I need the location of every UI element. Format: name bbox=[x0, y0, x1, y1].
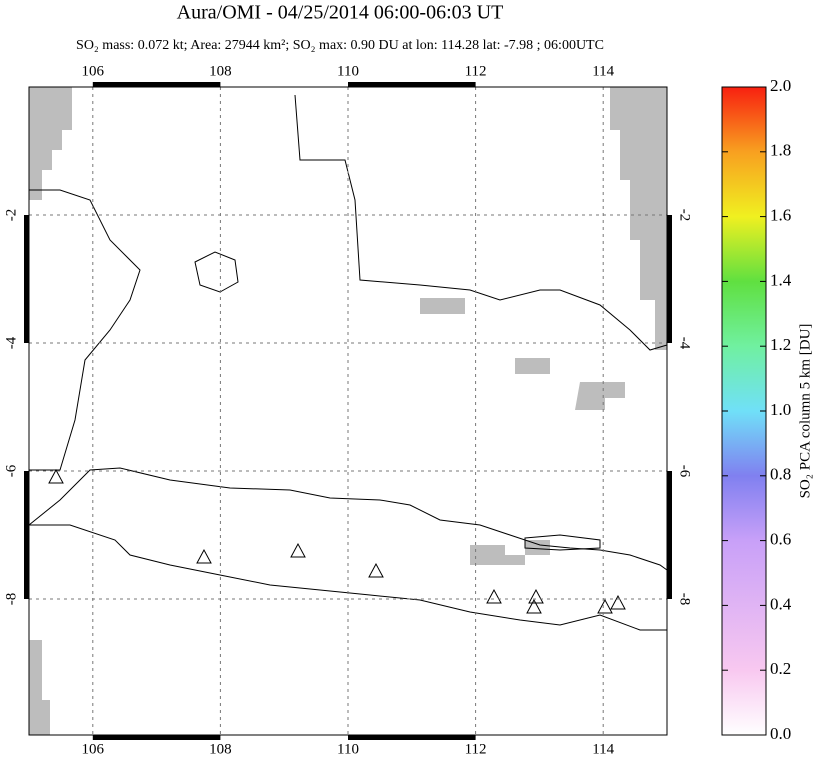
y-tick-label: -6 bbox=[677, 465, 693, 478]
colorbar-tick-label: 1.4 bbox=[770, 270, 792, 289]
frame-bar bbox=[348, 82, 476, 87]
no-data bbox=[515, 358, 550, 374]
x-tick-label: 106 bbox=[82, 63, 105, 79]
y-tick-label: -8 bbox=[3, 593, 19, 606]
coastline bbox=[294, 94, 668, 351]
coastline bbox=[194, 251, 239, 293]
x-tick-label: 112 bbox=[465, 741, 487, 757]
frame-bar bbox=[92, 735, 221, 740]
subtitle: SO₂ mass: 0.072 kt; Area: 27944 km²; SO₂… bbox=[76, 38, 604, 53]
frame-bar bbox=[92, 82, 221, 87]
frame-bar bbox=[24, 471, 29, 599]
colorbar-tick-label: 1.0 bbox=[770, 400, 791, 419]
coastline bbox=[28, 467, 668, 631]
colorbar-tick-label: 0.2 bbox=[770, 659, 791, 678]
colorbar-tick-label: 1.6 bbox=[770, 206, 791, 225]
colorbar-tick-label: 2.0 bbox=[770, 76, 791, 95]
y-tick-label: -2 bbox=[677, 209, 693, 222]
x-tick-label: 106 bbox=[82, 741, 105, 757]
y-tick-label: -8 bbox=[677, 593, 693, 606]
colorbar-tick-label: 1.2 bbox=[770, 335, 791, 354]
y-tick-label: -4 bbox=[677, 337, 693, 350]
colorbar-tick-label: 0.0 bbox=[770, 724, 791, 743]
colorbar bbox=[721, 86, 767, 736]
x-tick-label: 110 bbox=[337, 741, 359, 757]
title: Aura/OMI - 04/25/2014 06:00-06:03 UT bbox=[177, 2, 504, 24]
map bbox=[28, 86, 668, 736]
frame-bar bbox=[667, 471, 672, 599]
y-tick-label: -6 bbox=[3, 464, 19, 477]
no-data bbox=[29, 640, 50, 735]
x-tick-label: 108 bbox=[209, 63, 232, 79]
no-data bbox=[575, 382, 625, 410]
y-tick-label: -4 bbox=[3, 336, 19, 349]
volcanoes bbox=[48, 468, 626, 614]
coastline bbox=[29, 189, 141, 471]
no-data bbox=[610, 87, 667, 350]
x-tick-label: 112 bbox=[465, 63, 487, 79]
no-data bbox=[420, 298, 465, 314]
x-tick-label: 110 bbox=[337, 63, 359, 79]
colorbar-tick-label: 0.4 bbox=[770, 594, 792, 613]
coastline bbox=[524, 534, 601, 551]
colorbar-label: SO₂ PCA column 5 km [DU] bbox=[797, 324, 813, 499]
no-data bbox=[29, 87, 72, 200]
colorbar-tick-label: 0.8 bbox=[770, 465, 791, 484]
colorbar-tick-label: 0.6 bbox=[770, 530, 791, 549]
frame-bar bbox=[667, 215, 672, 343]
x-tick-label: 108 bbox=[209, 741, 232, 757]
frame-bar bbox=[348, 735, 476, 740]
y-tick-label: -2 bbox=[3, 209, 19, 222]
colorbar-tick-label: 1.8 bbox=[770, 141, 791, 160]
frame-bar bbox=[24, 215, 29, 343]
x-tick-label: 114 bbox=[592, 741, 614, 757]
no-data bbox=[470, 540, 550, 565]
x-tick-label: 114 bbox=[592, 63, 614, 79]
